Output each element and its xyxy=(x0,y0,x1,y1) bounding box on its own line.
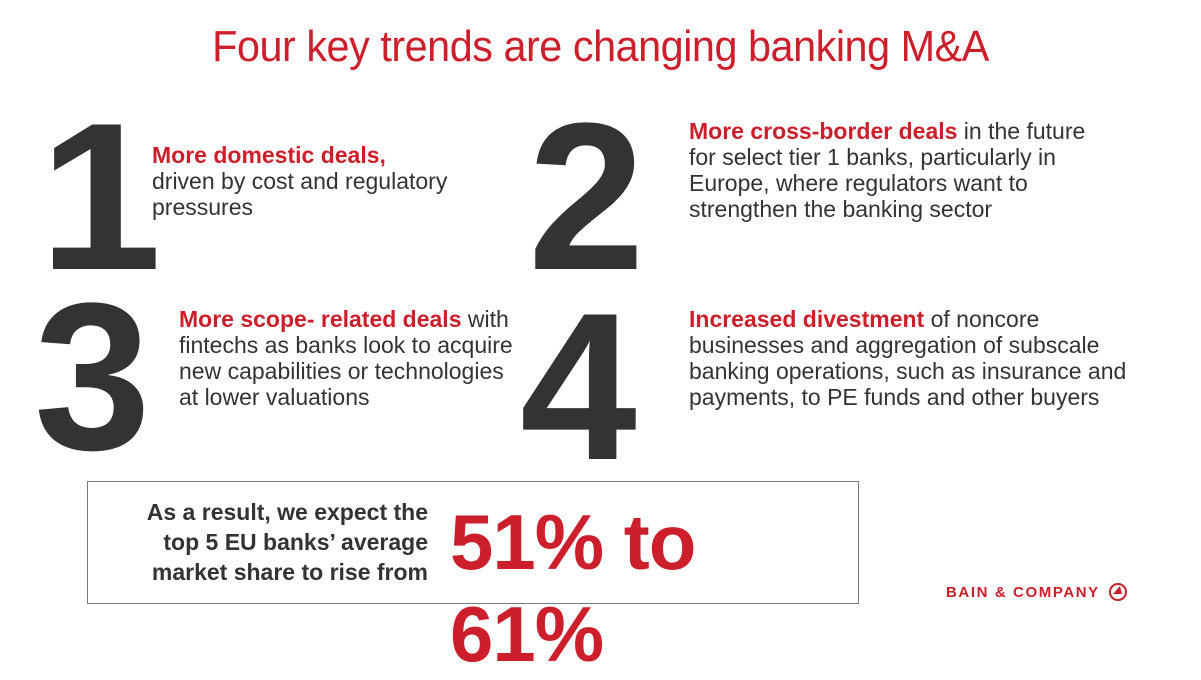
trend-3-highlight: More scope- related deals xyxy=(179,306,462,332)
trend-1-text: More domestic deals, driven by cost and … xyxy=(152,142,472,220)
brand-name: BAIN & COMPANY xyxy=(946,583,1100,601)
result-statement: As a result, we expect the top 5 EU bank… xyxy=(88,497,428,587)
trend-1-body: driven by cost and regulatory pressures xyxy=(152,168,448,220)
trend-4-text: Increased divestment of noncore business… xyxy=(689,306,1129,410)
result-line-2: top 5 EU banks’ average xyxy=(163,529,428,555)
trend-number-3: 3 xyxy=(34,259,151,494)
trend-3-text: More scope- related deals with fintechs … xyxy=(179,306,519,410)
brand-logo: BAIN & COMPANY xyxy=(946,582,1128,602)
trend-number-1: 1 xyxy=(39,79,162,314)
page-title: Four key trends are changing banking M&A xyxy=(212,22,989,71)
trend-number-2: 2 xyxy=(528,79,645,314)
trend-2-highlight: More cross-border deals xyxy=(689,118,958,144)
trend-2-text: More cross-border deals in the future fo… xyxy=(689,118,1109,222)
result-callout-box: As a result, we expect the top 5 EU bank… xyxy=(87,481,859,678)
trend-1-highlight: More domestic deals, xyxy=(152,142,386,168)
trend-4-body: of noncore businesses and aggregation of… xyxy=(689,306,1127,410)
trend-2-body: in the future for select tier 1 banks, p… xyxy=(689,118,1086,222)
trend-4-highlight: Increased divestment xyxy=(689,306,925,332)
result-line-3: market share to rise from xyxy=(151,559,428,585)
market-share-figure: 51% to 61% xyxy=(450,498,696,678)
bain-compass-logo-icon xyxy=(1108,582,1128,602)
result-line-1: As a result, we expect the xyxy=(146,499,428,525)
trend-3-body: with fintechs as banks look to acquire n… xyxy=(179,306,513,410)
trend-number-4: 4 xyxy=(520,269,637,504)
